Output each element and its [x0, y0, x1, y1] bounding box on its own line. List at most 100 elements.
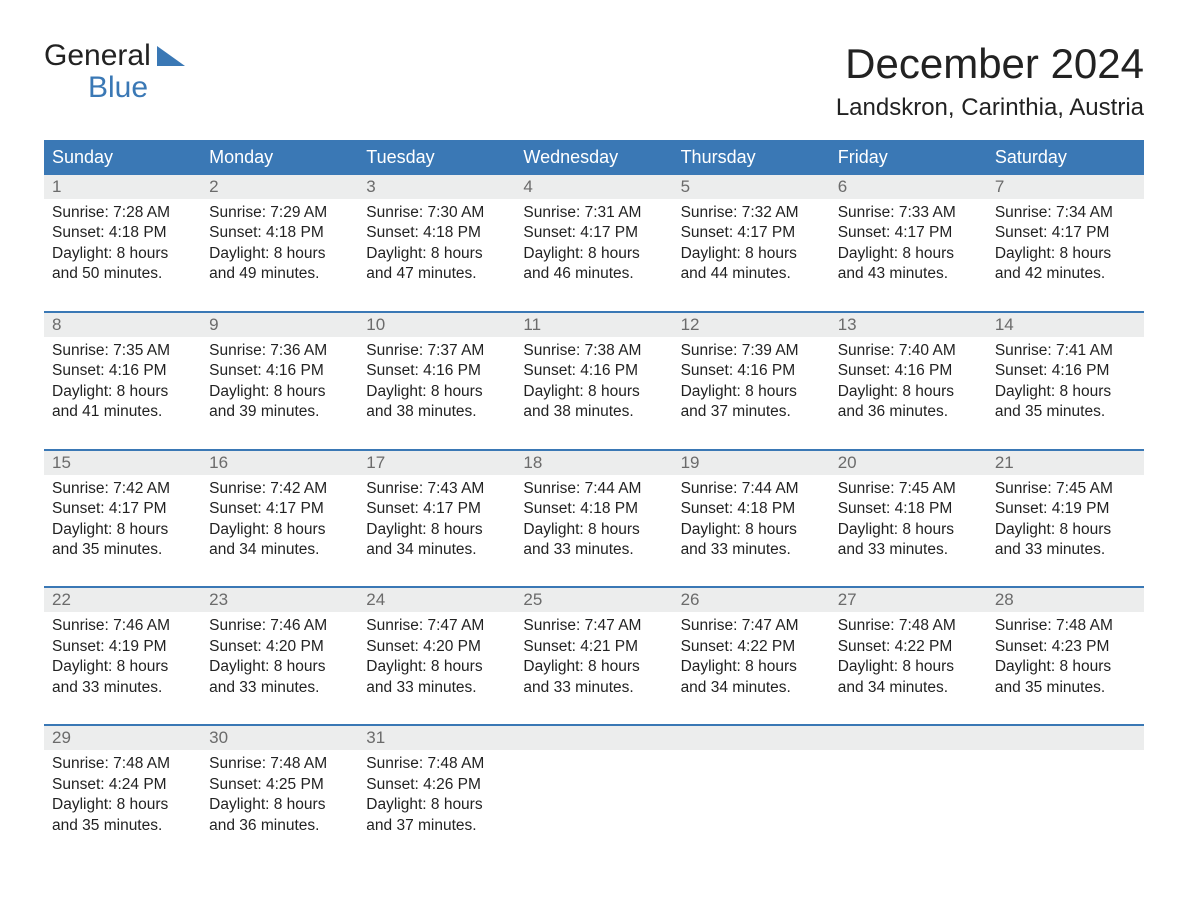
day-sunset: Sunset: 4:22 PM: [838, 637, 979, 657]
day-number: 16: [201, 451, 358, 475]
day-sunset: Sunset: 4:17 PM: [681, 223, 822, 243]
day-sunrise: Sunrise: 7:42 AM: [209, 479, 350, 499]
day-body-row: Sunrise: 7:28 AMSunset: 4:18 PMDaylight:…: [44, 199, 1144, 285]
logo: General Blue: [44, 40, 185, 103]
day-d2: and 35 minutes.: [995, 402, 1136, 422]
dow-thursday: Thursday: [673, 140, 830, 175]
day-number: 11: [515, 313, 672, 337]
day-cell: Sunrise: 7:34 AMSunset: 4:17 PMDaylight:…: [987, 199, 1144, 285]
day-sunset: Sunset: 4:20 PM: [209, 637, 350, 657]
day-d1: Daylight: 8 hours: [366, 795, 507, 815]
day-cell: Sunrise: 7:47 AMSunset: 4:21 PMDaylight:…: [515, 612, 672, 698]
day-number: 30: [201, 726, 358, 750]
day-number: 6: [830, 175, 987, 199]
day-sunset: Sunset: 4:17 PM: [523, 223, 664, 243]
day-d1: Daylight: 8 hours: [523, 520, 664, 540]
day-cell: Sunrise: 7:46 AMSunset: 4:20 PMDaylight:…: [201, 612, 358, 698]
day-number: 25: [515, 588, 672, 612]
day-d2: and 38 minutes.: [523, 402, 664, 422]
dow-saturday: Saturday: [987, 140, 1144, 175]
day-sunset: Sunset: 4:18 PM: [366, 223, 507, 243]
day-cell: [515, 750, 672, 836]
day-sunset: Sunset: 4:18 PM: [209, 223, 350, 243]
header: General Blue December 2024 Landskron, Ca…: [44, 40, 1144, 122]
day-number: 27: [830, 588, 987, 612]
day-body-row: Sunrise: 7:46 AMSunset: 4:19 PMDaylight:…: [44, 612, 1144, 698]
day-number: 15: [44, 451, 201, 475]
day-d1: Daylight: 8 hours: [681, 382, 822, 402]
day-d2: and 34 minutes.: [366, 540, 507, 560]
day-sunrise: Sunrise: 7:48 AM: [838, 616, 979, 636]
day-d2: and 33 minutes.: [995, 540, 1136, 560]
day-number: 13: [830, 313, 987, 337]
logo-word2: Blue: [44, 72, 185, 104]
daynum-row: 891011121314: [44, 313, 1144, 337]
day-cell: Sunrise: 7:48 AMSunset: 4:25 PMDaylight:…: [201, 750, 358, 836]
day-number: 2: [201, 175, 358, 199]
day-sunset: Sunset: 4:18 PM: [838, 499, 979, 519]
day-number: 1: [44, 175, 201, 199]
day-d1: Daylight: 8 hours: [52, 382, 193, 402]
day-d1: Daylight: 8 hours: [366, 657, 507, 677]
day-sunset: Sunset: 4:16 PM: [523, 361, 664, 381]
day-d2: and 33 minutes.: [681, 540, 822, 560]
day-d1: Daylight: 8 hours: [209, 657, 350, 677]
daynum-row: 1234567: [44, 175, 1144, 199]
day-d2: and 35 minutes.: [52, 816, 193, 836]
day-d1: Daylight: 8 hours: [366, 520, 507, 540]
day-sunset: Sunset: 4:25 PM: [209, 775, 350, 795]
day-sunrise: Sunrise: 7:48 AM: [209, 754, 350, 774]
day-sunset: Sunset: 4:17 PM: [838, 223, 979, 243]
dow-sunday: Sunday: [44, 140, 201, 175]
day-d1: Daylight: 8 hours: [52, 244, 193, 264]
day-cell: Sunrise: 7:48 AMSunset: 4:24 PMDaylight:…: [44, 750, 201, 836]
day-d2: and 49 minutes.: [209, 264, 350, 284]
day-sunset: Sunset: 4:16 PM: [838, 361, 979, 381]
day-d1: Daylight: 8 hours: [366, 244, 507, 264]
day-d1: Daylight: 8 hours: [838, 382, 979, 402]
day-sunset: Sunset: 4:16 PM: [681, 361, 822, 381]
day-sunrise: Sunrise: 7:37 AM: [366, 341, 507, 361]
day-number: 26: [673, 588, 830, 612]
logo-word1: General: [44, 40, 151, 72]
day-d2: and 47 minutes.: [366, 264, 507, 284]
day-d2: and 33 minutes.: [523, 540, 664, 560]
day-cell: Sunrise: 7:47 AMSunset: 4:20 PMDaylight:…: [358, 612, 515, 698]
dow-friday: Friday: [830, 140, 987, 175]
day-sunrise: Sunrise: 7:42 AM: [52, 479, 193, 499]
day-cell: Sunrise: 7:45 AMSunset: 4:18 PMDaylight:…: [830, 475, 987, 561]
day-number: 17: [358, 451, 515, 475]
day-d1: Daylight: 8 hours: [681, 657, 822, 677]
day-cell: Sunrise: 7:32 AMSunset: 4:17 PMDaylight:…: [673, 199, 830, 285]
day-number: 8: [44, 313, 201, 337]
day-d2: and 35 minutes.: [995, 678, 1136, 698]
day-cell: Sunrise: 7:37 AMSunset: 4:16 PMDaylight:…: [358, 337, 515, 423]
day-d1: Daylight: 8 hours: [995, 244, 1136, 264]
day-cell: Sunrise: 7:42 AMSunset: 4:17 PMDaylight:…: [201, 475, 358, 561]
day-cell: Sunrise: 7:45 AMSunset: 4:19 PMDaylight:…: [987, 475, 1144, 561]
day-d2: and 36 minutes.: [209, 816, 350, 836]
day-cell: Sunrise: 7:48 AMSunset: 4:26 PMDaylight:…: [358, 750, 515, 836]
day-sunrise: Sunrise: 7:30 AM: [366, 203, 507, 223]
day-cell: Sunrise: 7:33 AMSunset: 4:17 PMDaylight:…: [830, 199, 987, 285]
day-sunset: Sunset: 4:19 PM: [52, 637, 193, 657]
day-d1: Daylight: 8 hours: [52, 795, 193, 815]
day-sunset: Sunset: 4:22 PM: [681, 637, 822, 657]
day-sunset: Sunset: 4:18 PM: [681, 499, 822, 519]
day-body-row: Sunrise: 7:42 AMSunset: 4:17 PMDaylight:…: [44, 475, 1144, 561]
day-cell: Sunrise: 7:48 AMSunset: 4:22 PMDaylight:…: [830, 612, 987, 698]
day-number: 7: [987, 175, 1144, 199]
day-sunrise: Sunrise: 7:48 AM: [52, 754, 193, 774]
day-d1: Daylight: 8 hours: [52, 520, 193, 540]
day-number: 21: [987, 451, 1144, 475]
day-number: 5: [673, 175, 830, 199]
day-d2: and 34 minutes.: [681, 678, 822, 698]
daynum-row: 293031: [44, 726, 1144, 750]
day-d1: Daylight: 8 hours: [995, 657, 1136, 677]
day-sunset: Sunset: 4:17 PM: [209, 499, 350, 519]
day-cell: [673, 750, 830, 836]
day-cell: Sunrise: 7:31 AMSunset: 4:17 PMDaylight:…: [515, 199, 672, 285]
day-number: 18: [515, 451, 672, 475]
day-cell: Sunrise: 7:35 AMSunset: 4:16 PMDaylight:…: [44, 337, 201, 423]
day-sunrise: Sunrise: 7:47 AM: [366, 616, 507, 636]
